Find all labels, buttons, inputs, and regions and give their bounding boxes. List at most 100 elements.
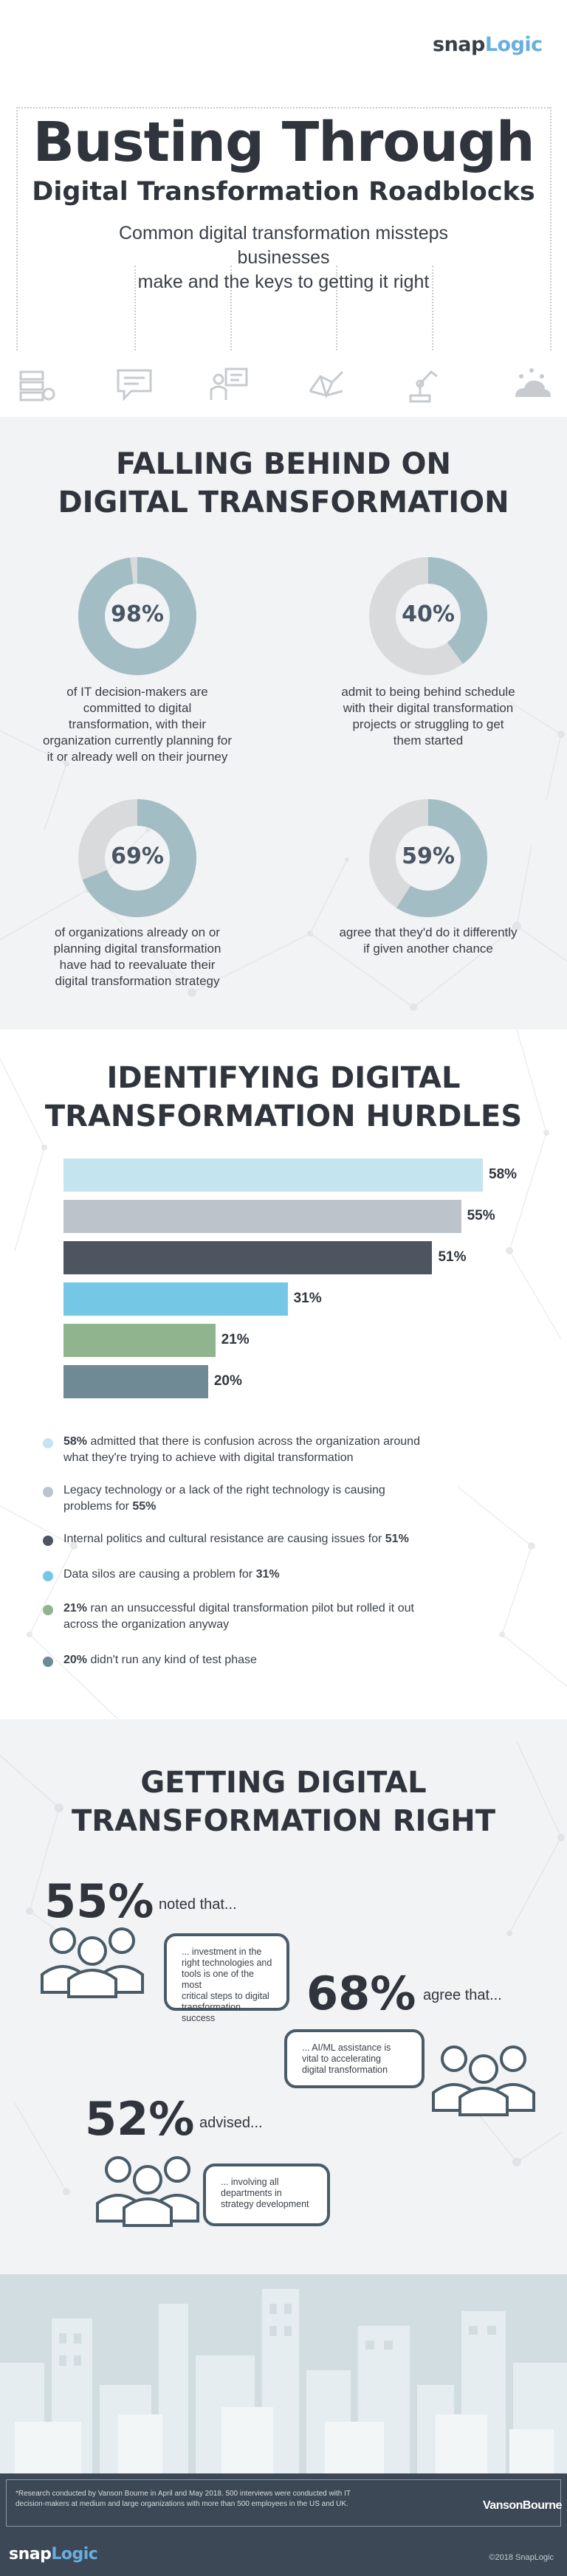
intro-text: Common digital transformation missteps b… [81,221,486,294]
snaplogic-logo[interactable]: snapLogic [9,2545,98,2563]
note-line: decision-makers at medium and large orga… [16,2500,348,2508]
donut-chart-69: 69% [78,799,196,917]
title-line: IDENTIFYING DIGITAL [106,1061,461,1095]
donut-fill [369,557,487,675]
copyright: ©2018 SnapLogic [489,2553,554,2562]
stat-line: transformation, with their [68,717,207,731]
bar-1 [63,1200,461,1233]
title-line: TRANSFORMATION RIGHT [72,1804,495,1838]
bubble-line: right technologies and [182,1958,272,1968]
donut-value: 40% [402,601,455,627]
header: snapLogic Busting Through Digital Transf… [0,0,567,417]
bubble-line: ... AI/ML assistance is [302,2043,391,2053]
legend-bold: 31% [255,1568,280,1581]
page-title: Busting Through [32,111,535,174]
donut-chart-98: 98% [78,557,196,675]
stat-line: agree that they'd do it differently [339,925,518,939]
section2-title: IDENTIFYING DIGITAL TRANSFORMATION HURDL… [0,1059,567,1136]
snaplogic-logo[interactable]: snapLogic [433,33,543,56]
legend-item: Internal politics and cultural resistanc… [63,1531,529,1547]
bar-2 [63,1241,433,1274]
donut-fill [78,557,196,675]
bar-0 [63,1158,483,1192]
robot-arm-icon [409,370,438,403]
legend-dot [43,1536,53,1546]
stat-line: projects or struggling to get [352,717,504,731]
dotted-divider [134,266,136,351]
bar-value-label: 20% [213,1373,242,1389]
vanson-bourne-logo[interactable]: VansonBourne [483,2499,562,2512]
donut-ring [78,799,196,917]
donut-value: 98% [111,601,164,627]
bubble-line: vital to accelerating [302,2054,382,2064]
donut-ring [369,557,487,675]
legend-dot [43,1657,53,1667]
title-line: GETTING DIGITAL [140,1766,427,1800]
stat-line: planning digital transformation [53,942,221,956]
legend-bold: 20% [63,1654,88,1666]
hurdles-section: IDENTIFYING DIGITAL TRANSFORMATION HURDL… [0,1029,567,1719]
donut-value: 59% [402,843,455,869]
bar-value-label: 58% [489,1167,518,1182]
page-subtitle: Digital Transformation Roadblocks [32,177,535,207]
research-note-box: *Research conducted by Vanson Bourne in … [6,2479,562,2527]
stat-line: admit to being behind schedule [341,685,515,699]
presenter-icon [210,367,248,400]
bubble-line: tools is one of the most [182,1969,254,1990]
stat-line: digital transformation strategy [55,974,220,988]
dotted-divider [336,266,337,351]
stat-line: of organizations already on or [55,925,220,939]
legend-dot [43,1605,53,1615]
stat-line: of IT decision-makers are [66,685,208,699]
people-group-icon [96,2156,199,2227]
logo-logic-text: Logic [484,33,543,56]
section3-title: GETTING DIGITAL TRANSFORMATION RIGHT [0,1764,567,1840]
legend-text: didn't run any kind of test phase [87,1654,257,1666]
city-skyline-illustration [0,2274,567,2473]
legend-text: Internal politics and cultural resistanc… [63,1533,385,1545]
title-line: DIGITAL TRANSFORMATION [58,486,509,519]
bar-value-label: 55% [467,1208,495,1223]
bubble-line: strategy development [221,2199,309,2209]
title-line: TRANSFORMATION HURDLES [44,1099,523,1133]
donut-chart-40: 40% [369,557,487,675]
legend-item: Legacy technology or a lack of the right… [63,1482,529,1515]
stat-note: noted that... [159,1896,237,1913]
cloud-icon [515,368,551,397]
research-note: *Research conducted by Vanson Bourne in … [16,2489,458,2510]
bar-5 [63,1365,208,1398]
skyline-graphic [0,2289,567,2473]
legend-dot [43,1487,53,1497]
bubble-line: ... investment in the [182,1947,262,1957]
logo-snap-text: snap [433,33,485,56]
stat-line: have had to reevaluate their [59,958,216,972]
intro-line: make and the keys to getting it right [137,272,430,292]
legend-text: Data silos are causing a problem for [63,1568,256,1581]
legend-item: 58% admitted that there is confusion acr… [63,1434,529,1466]
legend-dot [43,1571,53,1581]
bubble-line: departments in [221,2188,282,2198]
stat-percent: 55% [44,1874,154,1928]
people-group-icon [41,1927,144,1998]
bar-value-label: 21% [221,1332,250,1347]
donut-value: 69% [111,843,164,869]
donut-fill [369,799,487,917]
dotted-divider [16,107,551,108]
stat-line: committed to digital [83,701,192,715]
stat-note: agree that... [423,1987,502,2003]
stat-description: admit to being behind schedule with thei… [321,684,535,749]
stat-description: of IT decision-makers are committed to d… [30,684,244,765]
stat-description: of organizations already on or planning … [30,925,244,990]
dotted-divider [432,266,433,351]
quote-bubble: ... involving all departments in strateg… [203,2164,330,2226]
note-line: *Research conducted by Vanson Bourne in … [16,2490,351,2498]
stat-description: agree that they'd do it differently if g… [321,925,535,957]
legend-item: Data silos are causing a problem for 31% [63,1567,529,1583]
bar-3 [63,1282,288,1316]
stat-line: them started [393,733,464,747]
legend-item: 20% didn't run any kind of test phase [63,1652,529,1668]
stat-percent: 52% [85,2092,195,2146]
intro-line: Common digital transformation missteps b… [119,223,448,268]
donut-ring [369,799,487,917]
bubble-line: ... involving all [221,2177,279,2187]
